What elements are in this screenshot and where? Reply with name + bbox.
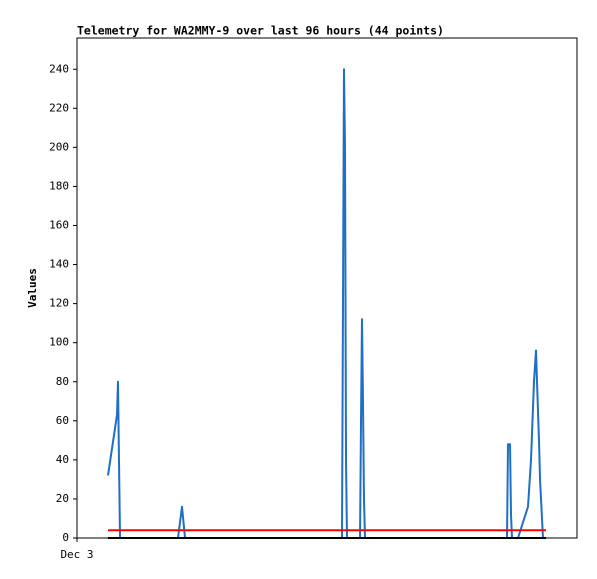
y-tick-label: 180 (49, 179, 69, 192)
x-tick-label: Dec 3 (60, 548, 93, 561)
y-tick-label: 220 (49, 101, 69, 114)
y-tick-label: 100 (49, 336, 69, 349)
y-tick-label: 200 (49, 140, 69, 153)
data-line (107, 68, 544, 539)
y-tick-label: 40 (56, 453, 69, 466)
y-tick-label: 20 (56, 492, 69, 505)
chart-title: Telemetry for WA2MMY-9 over last 96 hour… (77, 24, 444, 38)
y-tick-label: 120 (49, 297, 69, 310)
y-tick-label: 160 (49, 219, 69, 232)
y-tick-label: 140 (49, 258, 69, 271)
y-tick-label: 80 (56, 375, 69, 388)
y-axis-label: Values (26, 268, 39, 308)
y-tick-label: 0 (62, 531, 69, 544)
y-tick-label: 240 (49, 62, 69, 75)
y-tick-label: 60 (56, 414, 69, 427)
